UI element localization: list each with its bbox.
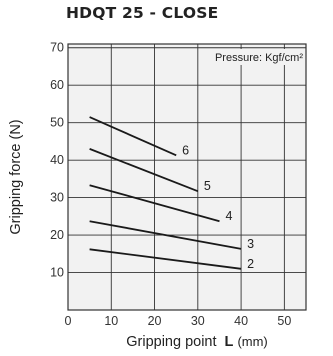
- x-tick-label: 30: [191, 314, 205, 328]
- y-tick-label: 30: [50, 191, 64, 205]
- x-tick-label: 50: [277, 314, 291, 328]
- series-label-5: 5: [204, 179, 211, 193]
- x-tick-label: 10: [104, 314, 118, 328]
- y-tick-label: 50: [50, 116, 64, 130]
- grid: [68, 44, 306, 310]
- series-label-2: 2: [247, 257, 254, 271]
- series-line-3: [89, 220, 242, 250]
- x-axis-title-group: Gripping point L (mm): [126, 334, 268, 350]
- x-axis-title-unit: (mm): [237, 334, 267, 349]
- plot-area: [68, 44, 306, 310]
- axis-ticks: 0 10 20 30 40 50 10 20 30 40 50 60 70: [50, 41, 291, 328]
- series-lines: 2 3 4 5 6: [89, 116, 254, 271]
- series-line-2: [89, 248, 242, 270]
- x-axis-title-symbol: L: [225, 334, 234, 350]
- series-line-6: [89, 116, 177, 157]
- y-tick-label: 60: [50, 78, 64, 92]
- series-label-4: 4: [225, 209, 232, 223]
- y-axis-title: Gripping force (N): [8, 119, 24, 234]
- y-tick-label: 70: [50, 41, 64, 55]
- x-axis-title: Gripping point: [126, 334, 216, 350]
- chart-title: HDQT 25 - CLOSE: [66, 4, 219, 22]
- series-line-4: [89, 184, 220, 223]
- plot-frame: [67, 43, 307, 311]
- y-tick-label: 40: [50, 153, 64, 167]
- y-tick-label: 10: [50, 266, 64, 280]
- series-label-6: 6: [182, 143, 189, 157]
- x-tick-label: 40: [234, 314, 248, 328]
- series-line-5: [89, 148, 199, 193]
- x-tick-label: 20: [148, 314, 162, 328]
- pressure-annotation: Pressure: Kgf/cm²: [215, 52, 303, 64]
- series-label-3: 3: [247, 237, 254, 251]
- annotation-background: [216, 49, 304, 65]
- y-tick-label: 20: [50, 228, 64, 242]
- x-tick-label: 0: [65, 314, 72, 328]
